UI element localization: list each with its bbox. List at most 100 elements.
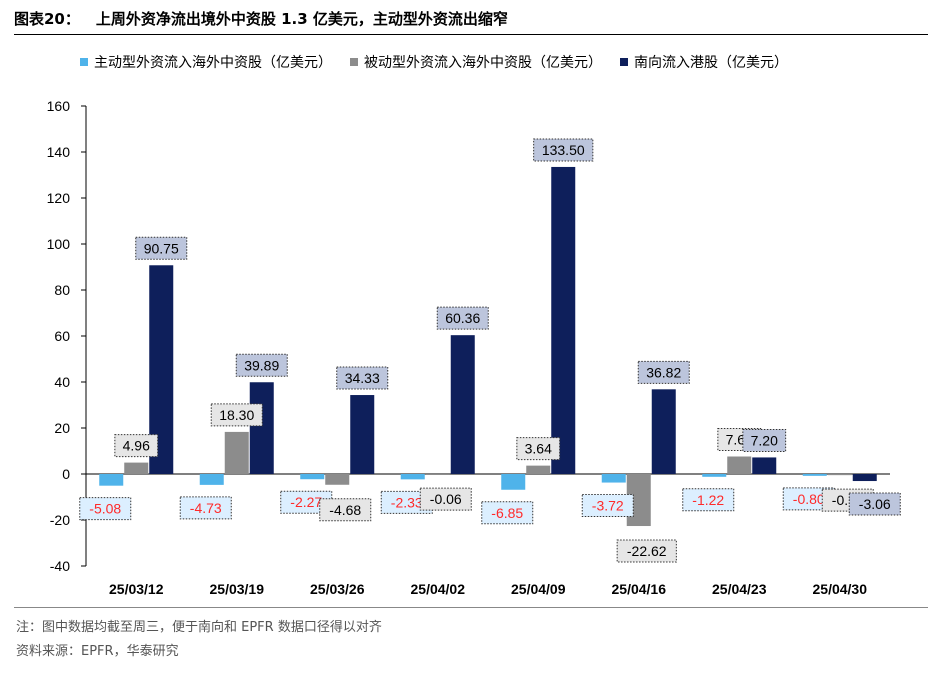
x-tick-label: 25/04/16: [612, 581, 667, 597]
bar-series-1: [526, 465, 551, 474]
bar-series-2: [350, 395, 375, 474]
legend-item-passive: 被动型外资流入海外中资股（亿美元）: [350, 52, 602, 72]
legend-label-active: 主动型外资流入海外中资股（亿美元）: [94, 55, 332, 71]
y-tick-label: 60: [54, 328, 70, 344]
bar-series-1: [325, 474, 350, 485]
bar-series-0: [802, 474, 827, 476]
data-label-box-series-2: [848, 492, 901, 516]
data-label-box-series-2: [235, 353, 288, 377]
y-tick-label: 40: [54, 374, 70, 390]
y-tick-label: 140: [47, 144, 71, 160]
data-label-series-0: -5.08: [89, 501, 121, 517]
data-label-series-1: -22.62: [627, 543, 667, 559]
data-label-box-series-0: [280, 490, 333, 514]
data-label-series-1: -4.68: [329, 502, 361, 518]
data-label-box-series-1: [419, 487, 472, 511]
data-label-box-series-2: [436, 306, 489, 330]
bar-series-2: [249, 382, 274, 474]
data-label-series-0: -2.33: [391, 494, 423, 510]
data-label-box-series-0: [481, 501, 534, 525]
source-note: 资料来源：EPFR，华泰研究: [16, 644, 179, 659]
bar-series-2: [450, 335, 475, 474]
bar-series-1: [124, 462, 149, 474]
bar-series-0: [199, 474, 224, 485]
data-label-series-2: 7.20: [751, 432, 778, 448]
legend-label-passive: 被动型外资流入海外中资股（亿美元）: [364, 55, 602, 71]
y-tick-label: 20: [54, 420, 70, 436]
data-label-series-2: 34.33: [345, 370, 380, 386]
data-label-series-2: 39.89: [244, 357, 279, 373]
data-label-box-series-1: [319, 498, 372, 522]
data-label-series-1: 18.30: [219, 407, 254, 423]
data-label-series-2: 90.75: [144, 240, 179, 256]
x-tick-label: 25/04/30: [813, 581, 868, 597]
x-tick-label: 25/04/02: [411, 581, 466, 597]
bar-series-2: [551, 166, 576, 474]
data-label-series-2: -3.06: [859, 496, 891, 512]
x-tick-label: 25/04/23: [712, 581, 767, 597]
bar-series-0: [300, 474, 325, 480]
x-tick-label: 25/03/26: [310, 581, 365, 597]
data-label-box-series-0: [79, 497, 132, 521]
data-label-box-series-0: [782, 487, 835, 511]
data-label-series-2: 60.36: [445, 310, 480, 326]
data-label-box-series-0: [581, 494, 634, 518]
footnote: 注：图中数据均截至周三，便于南向和 EPFR 数据口径得以对齐: [16, 620, 382, 635]
y-tick-label: 100: [47, 236, 71, 252]
chart-legend: 主动型外资流入海外中资股（亿美元） 被动型外资流入海外中资股（亿美元） 南向流入…: [80, 52, 788, 72]
legend-swatch-active: [80, 58, 88, 66]
bar-series-0: [702, 474, 727, 477]
y-tick-label: 0: [62, 466, 70, 482]
y-tick-label: -40: [50, 558, 70, 574]
bar-series-2: [852, 474, 877, 482]
data-label-series-1: -0.06: [430, 491, 462, 507]
data-label-box-series-0: [179, 496, 232, 520]
x-tick-label: 25/03/19: [210, 581, 265, 597]
x-tick-label: 25/04/09: [511, 581, 566, 597]
figure-title-row: 图表20： 上周外资净流出境外中资股 1.3 亿美元，主动型外资流出缩窄: [14, 8, 928, 35]
data-label-series-0: -6.85: [491, 505, 523, 521]
bar-series-1: [425, 474, 450, 475]
y-tick-label: 80: [54, 282, 70, 298]
y-tick-label: 120: [47, 190, 71, 206]
data-label-series-1: 3.64: [525, 441, 552, 457]
figure-label: 图表20：: [14, 10, 80, 28]
data-label-box-series-2: [533, 138, 594, 162]
data-label-series-0: -3.72: [592, 498, 624, 514]
bar-series-1: [727, 456, 752, 474]
bar-series-0: [501, 474, 526, 490]
data-label-box-series-2: [336, 366, 389, 390]
bar-series-1: [827, 474, 852, 476]
y-tick-label: 160: [47, 98, 71, 114]
data-label-box-series-1: [114, 434, 159, 458]
data-label-series-2: 36.82: [646, 364, 681, 380]
footer-divider: [14, 607, 928, 608]
data-label-box-series-2: [135, 236, 188, 260]
data-label-box-series-1: [516, 437, 561, 461]
data-label-box-series-0: [682, 488, 735, 512]
data-label-series-0: -0.80: [793, 491, 825, 507]
data-label-series-0: -1.22: [692, 492, 724, 508]
bar-series-1: [224, 431, 249, 474]
data-label-box-series-0: [380, 490, 433, 514]
bar-series-2: [651, 389, 676, 474]
legend-swatch-passive: [350, 58, 358, 66]
data-label-series-0: -2.27: [290, 494, 322, 510]
legend-item-southbound: 南向流入港股（亿美元）: [620, 52, 788, 72]
chart-title: 上周外资净流出境外中资股 1.3 亿美元，主动型外资流出缩窄: [95, 10, 508, 28]
data-label-box-series-2: [637, 360, 690, 384]
x-tick-label: 25/03/12: [109, 581, 164, 597]
y-tick-label: -20: [50, 512, 70, 528]
data-label-box-series-2: [742, 428, 787, 452]
bar-series-0: [400, 474, 425, 480]
legend-swatch-southbound: [620, 58, 628, 66]
bar-series-2: [752, 457, 777, 474]
legend-item-active: 主动型外资流入海外中资股（亿美元）: [80, 52, 332, 72]
data-label-box-series-1: [210, 403, 263, 427]
bar-series-0: [601, 474, 626, 483]
legend-label-southbound: 南向流入港股（亿美元）: [634, 55, 788, 71]
data-label-series-0: -4.73: [190, 500, 222, 516]
data-label-series-1: 4.96: [123, 438, 150, 454]
bar-series-0: [99, 474, 124, 486]
